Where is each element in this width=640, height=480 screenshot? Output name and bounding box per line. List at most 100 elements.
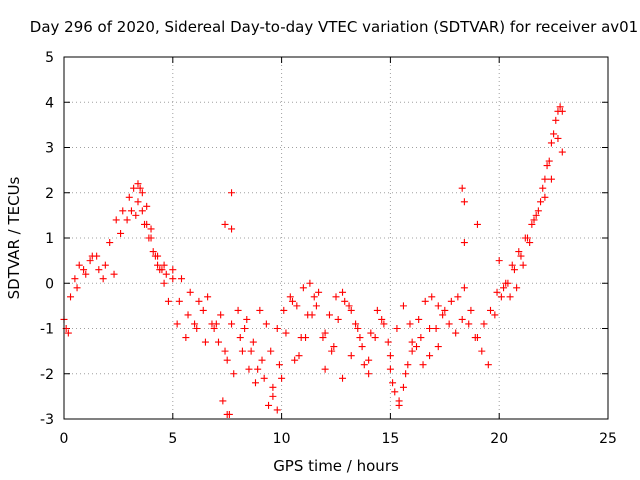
data-point [173,320,181,328]
data-point [439,311,447,319]
data-point [71,275,79,283]
data-point [497,293,505,301]
data-point [117,229,125,237]
data-point [154,252,162,260]
data-point [132,211,140,219]
data-point [508,261,516,269]
data-point [541,193,549,201]
data-point [413,343,421,351]
y-tick-label: 1 [45,231,54,247]
data-point [269,392,277,400]
data-point [82,270,90,278]
axis-ticks: 0 5 10 15 20 25 -3 -2 -1 0 1 2 3 4 5 [40,50,617,447]
data-point [315,288,323,296]
data-point [136,184,144,192]
data-point [262,320,270,328]
data-point [526,239,534,247]
data-point [273,325,281,332]
data-point [325,311,333,319]
data-point [519,261,527,269]
data-point [217,311,225,319]
data-point [123,216,131,224]
data-point [458,315,466,323]
data-point [319,334,327,342]
data-point [175,297,183,305]
data-point [328,347,336,355]
data-point [112,216,120,224]
data-point [434,343,442,351]
y-tick-label: -2 [40,367,54,383]
data-point [445,320,453,328]
y-tick-label: 3 [45,141,54,157]
data-point [432,325,440,332]
data-point [371,334,379,342]
data-point [204,293,212,301]
data-point [378,315,386,323]
data-point [480,320,488,328]
data-point [554,107,562,115]
data-point [99,275,107,283]
data-point [486,306,494,314]
data-point [67,293,75,301]
y-axis-label: SDTVAR / TECUs [5,176,23,299]
data-point [138,189,146,197]
data-point [339,288,347,296]
data-point [395,401,403,409]
data-points [60,103,566,418]
data-point [332,293,340,301]
data-point [106,239,114,247]
data-point [234,306,242,314]
data-point [169,266,177,274]
data-point [321,329,329,337]
y-tick-label: 0 [45,276,54,292]
data-point [510,266,518,274]
x-tick-label: 5 [168,431,177,447]
data-point [241,325,249,332]
data-point [460,284,468,292]
data-point [269,383,277,391]
data-point [545,157,553,165]
data-point [238,347,246,355]
data-point [467,306,475,314]
data-point [321,365,329,373]
data-point [428,293,436,301]
data-point [160,261,168,269]
data-point [254,365,262,373]
data-point [458,184,466,192]
plot-frame [63,56,609,420]
data-point [223,356,231,364]
data-point [158,266,166,274]
data-point [365,356,373,364]
y-tick-label: 2 [45,186,54,202]
data-point [221,347,229,355]
data-point [134,180,142,188]
data-point [434,302,442,310]
data-point [473,220,481,228]
y-tick-label: -3 [40,412,54,428]
data-point [193,325,201,332]
data-point [506,293,514,301]
data-point [484,361,492,369]
chart-title: Day 296 of 2020, Sidereal Day-to-day VTE… [30,18,638,36]
data-point [513,284,521,292]
data-point [186,288,194,296]
data-point [541,175,549,183]
data-point [441,306,449,314]
data-point [251,379,259,387]
data-point [347,306,355,314]
data-point [260,374,268,382]
data-point [365,370,373,378]
x-tick-label: 10 [273,431,291,447]
data-point [199,306,207,314]
data-point [354,325,362,332]
data-point [143,202,151,210]
data-point [138,207,146,215]
data-point [101,261,109,269]
data-point [243,315,251,323]
data-point [452,329,460,337]
data-point [247,347,255,355]
data-point [402,370,410,378]
data-point [147,225,155,233]
data-point [373,306,381,314]
data-point [495,257,503,265]
